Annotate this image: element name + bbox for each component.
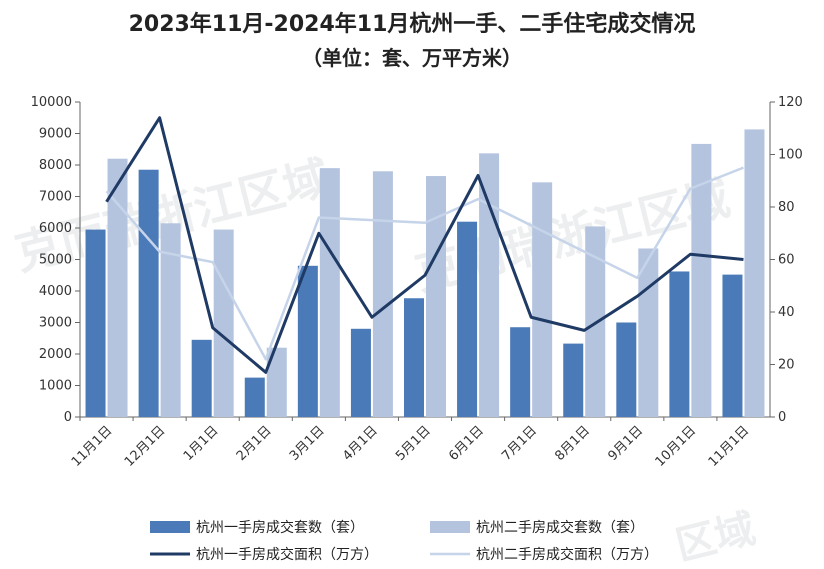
bar [744,129,765,417]
x-tick-label: 9月1日 [605,423,646,464]
series-line [105,116,744,374]
bar [85,229,106,417]
chart-title: 2023年11月-2024年11月杭州一手、二手住宅成交情况 [128,12,696,37]
y-left-tick-label: 3000 [39,316,72,331]
bar [350,328,371,417]
bar [404,298,424,417]
y-left-tick-label: 6000 [39,221,72,236]
lines-layer [105,116,744,374]
bar [563,343,584,417]
bar [510,327,531,417]
x-tick-label: 8月1日 [552,423,593,464]
y-left-tick-label: 9000 [39,127,72,142]
bar [138,169,159,417]
bar [297,265,318,417]
x-tick-label: 11月1日 [706,423,753,470]
bar [244,377,265,417]
y-right-tick-label: 120 [778,95,803,110]
x-tick-label: 1月1日 [181,423,222,464]
y-right-tick-label: 80 [778,200,795,215]
bar [457,221,478,417]
bars-layer [85,129,765,417]
legend-swatch [150,521,190,533]
bar [191,339,212,417]
legend: 杭州一手房成交套数（套） 杭州二手房成交套数（套） 杭州一手房成交面积（万方） 杭州二… [150,519,658,563]
series-line [105,166,744,361]
y-left-tick-label: 2000 [39,347,72,362]
y-right-tick-label: 100 [778,148,803,163]
bar [426,176,446,417]
y-left-tick-label: 1000 [39,379,72,394]
y-left-tick-label: 0 [64,410,72,425]
legend-label: 杭州二手房成交套数（套） [476,519,644,536]
chart-subtitle: （单位：套、万平方米） [302,46,522,70]
x-tick-label: 12月1日 [122,423,169,470]
bar [266,347,287,417]
x-tick-label: 10月1日 [653,423,700,470]
bar [722,274,743,417]
x-tick-label: 7月1日 [499,423,540,464]
y-left-tick-label: 10000 [31,95,72,110]
bar [160,223,181,417]
bar [616,322,637,417]
y-left-tick-label: 5000 [39,253,72,268]
y-left-tick-label: 4000 [39,284,72,299]
y-left-tick-label: 8000 [39,158,72,173]
x-tick-label: 3月1日 [287,423,328,464]
bar [372,171,393,417]
x-tick-label: 4月1日 [340,423,381,464]
bar [669,271,690,417]
x-tick-label: 11月1日 [69,423,116,470]
legend-label: 杭州一手房成交套数（套） [196,519,364,536]
bar [213,229,234,417]
bar [107,158,128,417]
legend-label: 杭州二手房成交面积（万方） [476,546,658,563]
bar [638,248,659,417]
y-left-tick-label: 7000 [39,190,72,205]
bar [319,168,340,417]
legend-swatch [430,521,470,533]
watermark: 区域 [671,506,760,569]
bar [479,153,500,417]
y-right-tick-label: 60 [778,253,795,268]
legend-label: 杭州一手房成交面积（万方） [196,546,378,563]
bar [691,143,712,417]
x-tick-label: 6月1日 [446,423,487,464]
y-right-tick-label: 20 [778,358,795,373]
y-right-tick-label: 40 [778,305,795,320]
y-right-tick-label: 0 [778,410,786,425]
bar [532,182,553,417]
x-tick-label: 5月1日 [393,423,434,464]
x-tick-label: 2月1日 [234,423,275,464]
